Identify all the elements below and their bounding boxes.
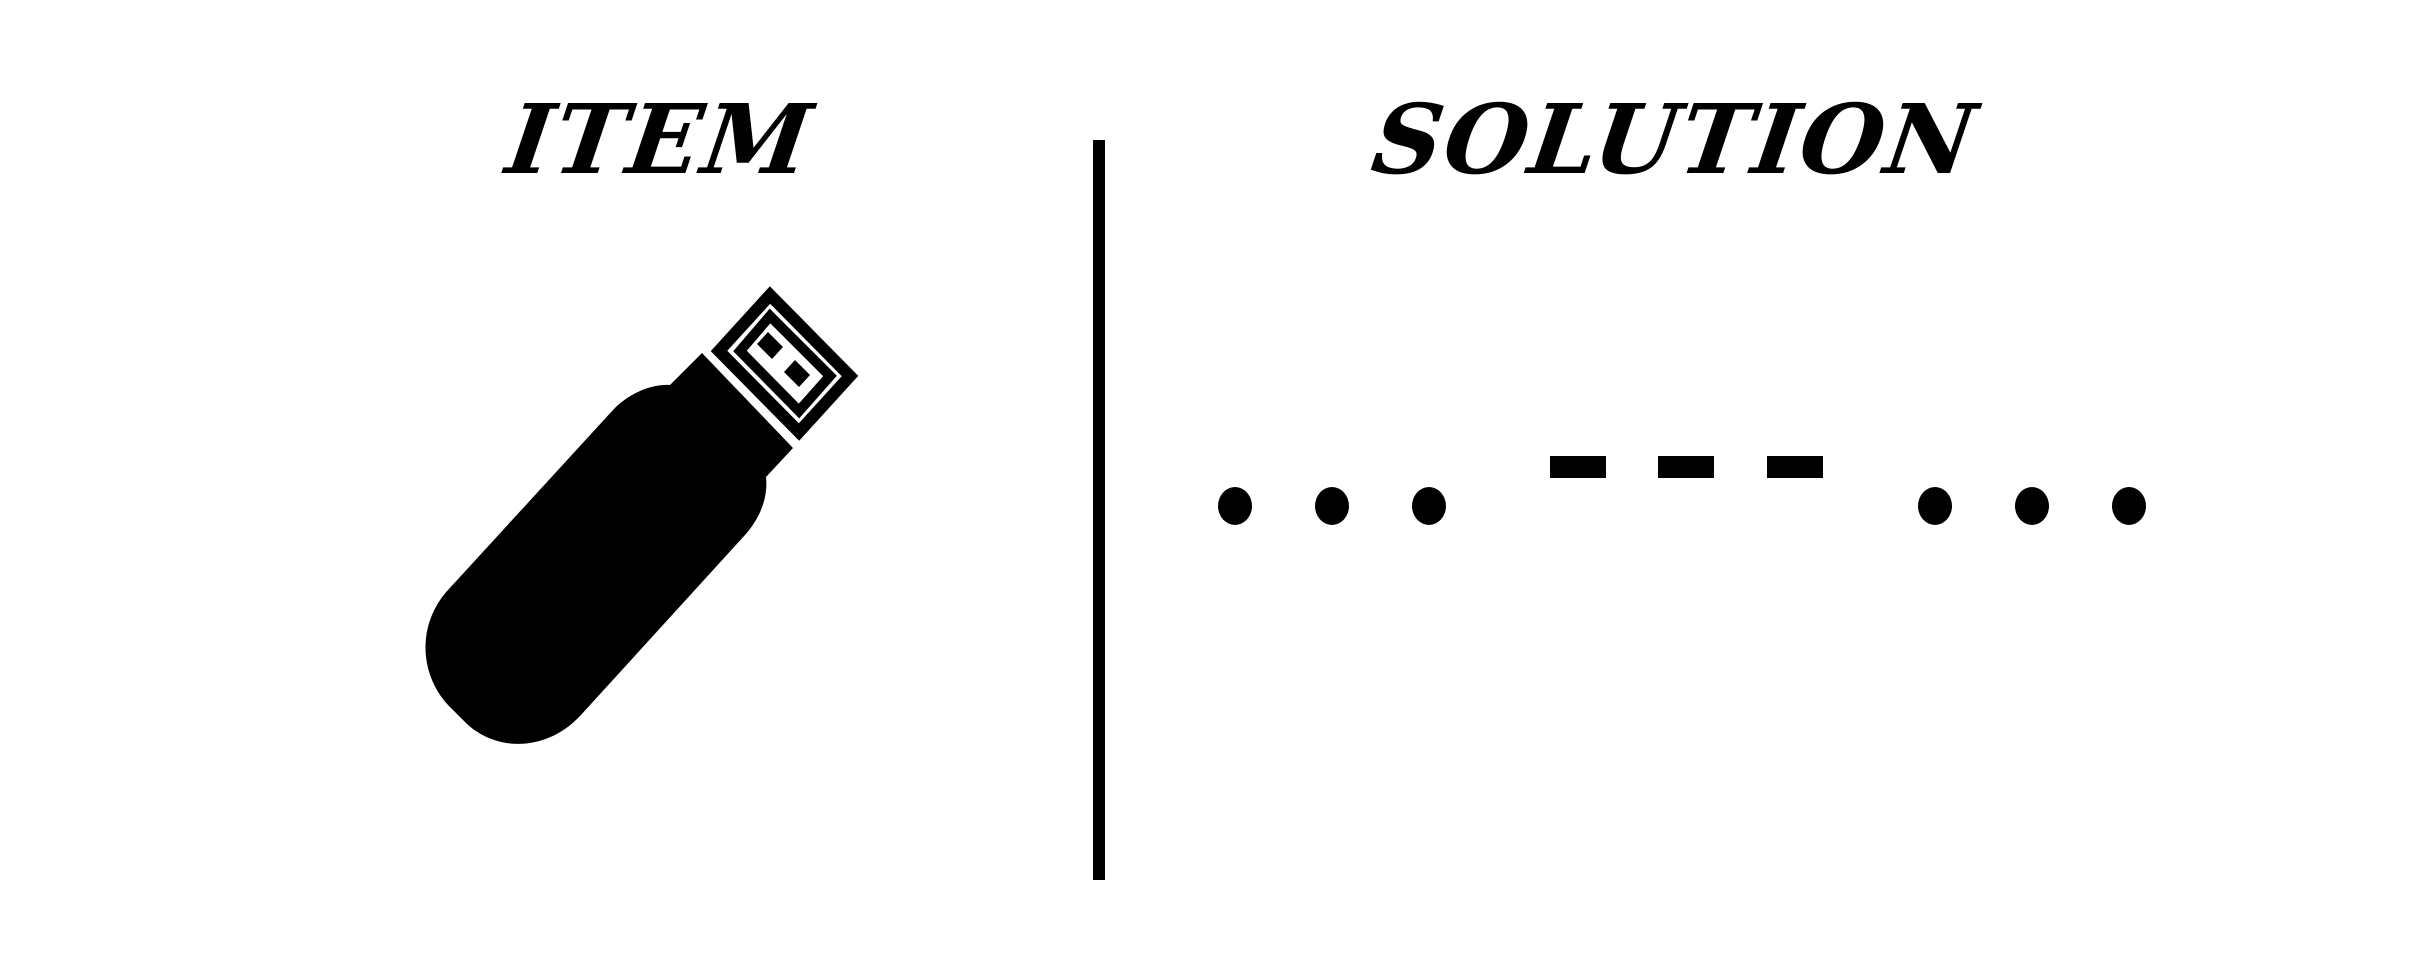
morse-dot	[1412, 487, 1446, 525]
morse-dot	[2015, 487, 2049, 525]
morse-dot	[1315, 487, 1349, 525]
morse-dot	[1218, 487, 1252, 525]
morse-dash	[1550, 456, 1606, 478]
morse-code-solution	[1200, 440, 2200, 540]
morse-dash	[1658, 456, 1714, 478]
usb-flash-drive-icon	[425, 286, 859, 744]
morse-dot	[1918, 487, 1952, 525]
morse-dot	[2112, 487, 2146, 525]
item-heading: ITEM	[500, 83, 820, 196]
morse-dash	[1767, 456, 1823, 478]
vertical-divider	[1093, 140, 1105, 880]
solution-heading: SOLUTION	[1365, 83, 1985, 196]
